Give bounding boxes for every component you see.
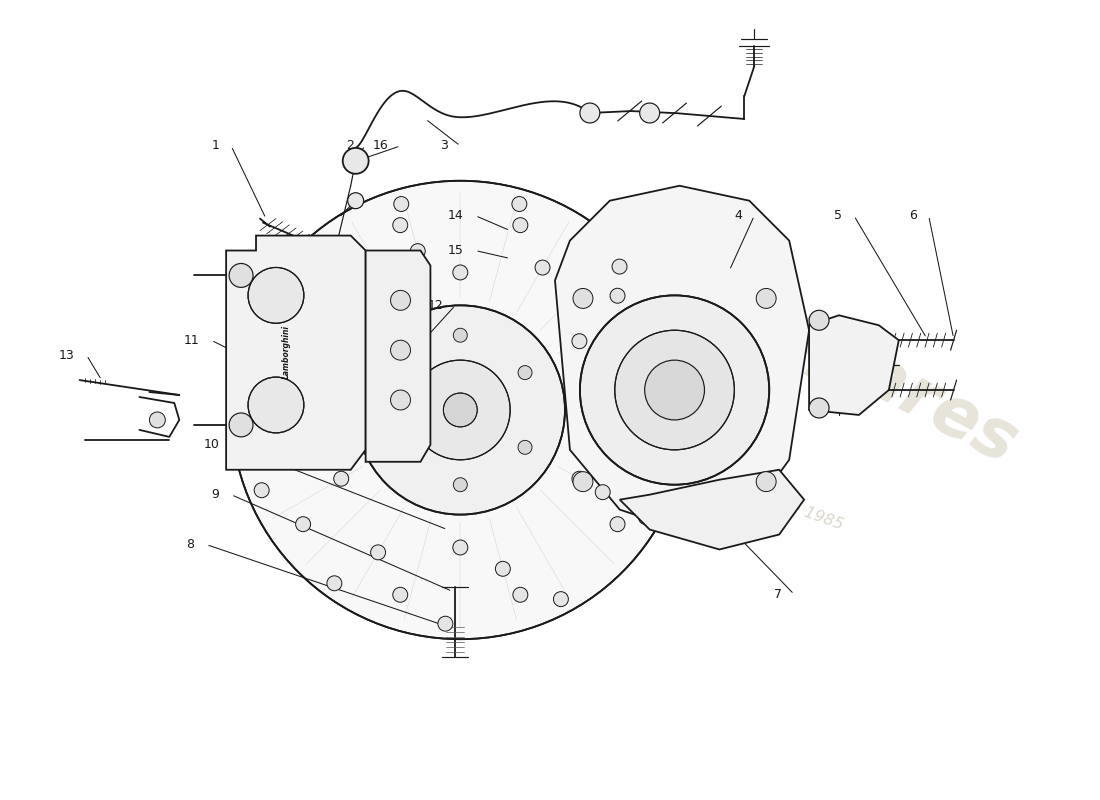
Circle shape [410, 360, 510, 460]
Circle shape [294, 259, 309, 274]
Circle shape [229, 413, 253, 437]
Circle shape [638, 510, 653, 525]
Circle shape [443, 393, 477, 427]
Circle shape [612, 360, 627, 375]
Text: 1: 1 [211, 139, 219, 152]
Circle shape [229, 263, 253, 287]
Circle shape [294, 445, 309, 460]
Circle shape [573, 289, 593, 308]
Text: 14: 14 [448, 209, 463, 222]
Circle shape [453, 265, 468, 280]
Circle shape [343, 148, 368, 174]
Circle shape [453, 478, 468, 492]
Text: 10: 10 [204, 438, 219, 451]
Circle shape [390, 390, 410, 410]
Text: 3: 3 [440, 139, 449, 152]
Circle shape [388, 440, 403, 454]
Circle shape [348, 193, 364, 209]
Circle shape [615, 330, 735, 450]
Polygon shape [619, 470, 804, 550]
Circle shape [610, 288, 625, 303]
Text: 16: 16 [373, 139, 388, 152]
Circle shape [453, 328, 468, 342]
Circle shape [390, 290, 410, 310]
Circle shape [258, 402, 274, 418]
Text: 11: 11 [184, 334, 199, 346]
Circle shape [249, 377, 304, 433]
Text: 7: 7 [774, 588, 782, 601]
Circle shape [296, 517, 310, 532]
Circle shape [249, 267, 304, 323]
Circle shape [535, 260, 550, 275]
Circle shape [640, 103, 660, 123]
Circle shape [518, 440, 532, 454]
Circle shape [610, 517, 625, 532]
Circle shape [394, 197, 409, 211]
Circle shape [810, 310, 829, 330]
Circle shape [513, 218, 528, 233]
Text: 9: 9 [211, 488, 219, 501]
Circle shape [327, 576, 342, 590]
Circle shape [595, 485, 610, 500]
Circle shape [513, 587, 528, 602]
Circle shape [572, 334, 587, 349]
Circle shape [310, 320, 326, 335]
Circle shape [553, 592, 569, 606]
Text: 5: 5 [834, 209, 842, 222]
Text: 4: 4 [735, 209, 743, 222]
Text: a passion for parts since 1985: a passion for parts since 1985 [614, 436, 846, 533]
Text: 6: 6 [909, 209, 916, 222]
Polygon shape [365, 250, 430, 462]
Circle shape [518, 366, 532, 379]
Text: 2: 2 [345, 139, 354, 152]
Circle shape [333, 471, 349, 486]
Circle shape [254, 482, 270, 498]
Circle shape [388, 366, 403, 379]
Circle shape [647, 402, 662, 418]
Circle shape [756, 472, 777, 492]
Circle shape [333, 334, 349, 349]
Circle shape [393, 587, 408, 602]
Circle shape [495, 562, 510, 576]
Circle shape [410, 244, 426, 258]
Circle shape [512, 197, 527, 211]
Circle shape [612, 259, 627, 274]
Circle shape [580, 103, 600, 123]
Circle shape [231, 181, 690, 639]
Circle shape [663, 366, 679, 380]
Text: 8: 8 [186, 538, 195, 551]
Circle shape [453, 540, 468, 555]
Circle shape [573, 472, 593, 492]
Text: Lamborghini: Lamborghini [282, 325, 290, 379]
Polygon shape [810, 315, 899, 415]
Circle shape [393, 218, 408, 233]
Circle shape [580, 295, 769, 485]
Circle shape [242, 366, 256, 380]
Circle shape [150, 412, 165, 428]
Circle shape [572, 471, 587, 486]
Text: 12: 12 [428, 299, 443, 312]
Polygon shape [556, 186, 810, 530]
Circle shape [390, 340, 410, 360]
Circle shape [371, 545, 386, 560]
Text: 15: 15 [448, 244, 463, 257]
Circle shape [810, 398, 829, 418]
Circle shape [296, 288, 310, 303]
Text: eurospares: eurospares [609, 213, 1028, 478]
Circle shape [645, 360, 704, 420]
Polygon shape [227, 235, 365, 470]
Text: 13: 13 [59, 349, 75, 362]
Circle shape [438, 616, 453, 631]
Circle shape [355, 306, 565, 514]
Circle shape [756, 289, 777, 308]
